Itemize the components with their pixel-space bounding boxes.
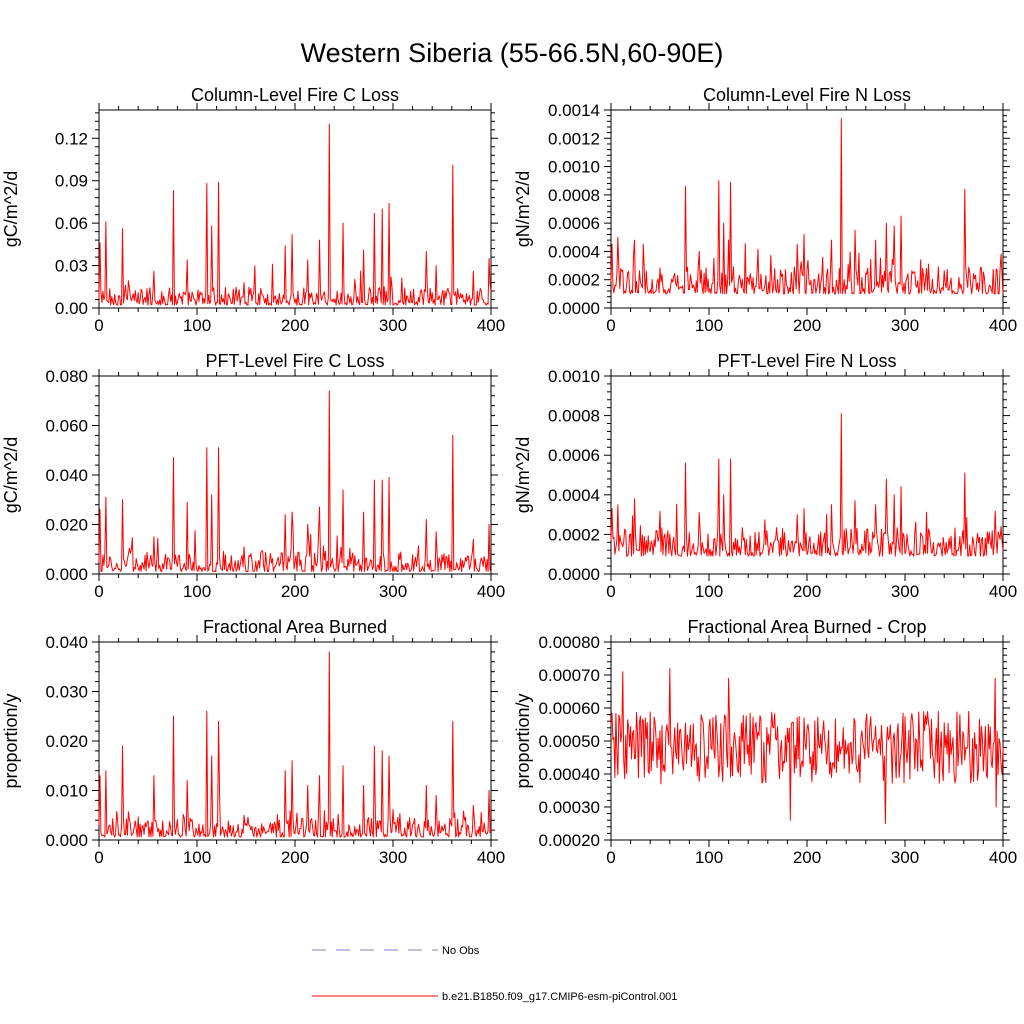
series-line-model bbox=[610, 667, 1004, 824]
legend-label-model: b.e21.B1850.f09_g17.CMIP6-esm-piControl.… bbox=[442, 991, 677, 1003]
x-tick-label: 200 bbox=[793, 582, 821, 601]
y-axis-label: proportion/y bbox=[513, 693, 533, 788]
chart-panel-p1: 0 100 200 300 400 0.00 0.03 0.06 0.09 0.12 Column-… bbox=[1, 85, 505, 335]
panel-title: Column-Level Fire N Loss bbox=[703, 85, 911, 105]
y-axis-label: gN/m^2/d bbox=[513, 437, 533, 513]
y-tick-label: 0.00020 bbox=[539, 831, 600, 850]
y-axis-label: gC/m^2/d bbox=[1, 171, 21, 247]
figure-title: Western Siberia (55-66.5N,60-90E) bbox=[301, 38, 724, 68]
x-tick-label: 200 bbox=[281, 848, 309, 867]
y-tick-label: 0.0004 bbox=[548, 242, 600, 261]
panel-title: PFT-Level Fire C Loss bbox=[205, 351, 384, 371]
y-tick-label: 0.020 bbox=[45, 732, 88, 751]
y-tick-label: 0.00050 bbox=[539, 732, 600, 751]
y-tick-label: 0.010 bbox=[45, 782, 88, 801]
y-tick-label: 0.0000 bbox=[548, 565, 600, 584]
y-tick-label: 0.12 bbox=[55, 129, 88, 148]
y-axis-label: proportion/y bbox=[1, 693, 21, 788]
y-tick-label: 0.080 bbox=[45, 367, 88, 386]
x-tick-label: 100 bbox=[183, 582, 211, 601]
y-tick-label: 0.00070 bbox=[539, 666, 600, 685]
x-tick-label: 400 bbox=[477, 848, 505, 867]
chart-panel-p2: 0 100 200 300 400 0.0000 0.0002 0.0004 0.0006 0.0… bbox=[513, 85, 1017, 335]
y-tick-label: 0.00 bbox=[55, 299, 88, 318]
x-tick-label: 200 bbox=[281, 316, 309, 335]
x-tick-label: 0 bbox=[94, 316, 103, 335]
x-tick-label: 400 bbox=[477, 316, 505, 335]
y-tick-label: 0.060 bbox=[45, 417, 88, 436]
y-tick-label: 0.00060 bbox=[539, 699, 600, 718]
x-tick-label: 400 bbox=[989, 316, 1017, 335]
x-tick-label: 300 bbox=[379, 582, 407, 601]
plot-frame bbox=[98, 641, 492, 841]
chart-panel-p5: 0 100 200 300 400 0.000 0.010 0.020 0.030 0.040 Fr… bbox=[1, 617, 505, 867]
y-tick-label: 0.0000 bbox=[548, 299, 600, 318]
panel-title: Fractional Area Burned bbox=[203, 617, 387, 637]
panel-title: PFT-Level Fire N Loss bbox=[717, 351, 896, 371]
series-line-model bbox=[610, 117, 1004, 295]
series-line-model bbox=[98, 123, 492, 306]
x-tick-label: 200 bbox=[793, 316, 821, 335]
legend: No Obs b.e21.B1850.f09_g17.CMIP6-esm-piC… bbox=[312, 945, 677, 1003]
y-axis-label: gC/m^2/d bbox=[1, 437, 21, 513]
y-tick-label: 0.0012 bbox=[548, 129, 600, 148]
y-axis-label: gN/m^2/d bbox=[513, 171, 533, 247]
y-tick-label: 0.0002 bbox=[548, 271, 600, 290]
y-tick-label: 0.040 bbox=[45, 466, 88, 485]
x-tick-label: 100 bbox=[183, 848, 211, 867]
x-tick-label: 0 bbox=[606, 582, 615, 601]
x-tick-label: 300 bbox=[891, 582, 919, 601]
y-tick-label: 0.030 bbox=[45, 683, 88, 702]
x-tick-label: 100 bbox=[183, 316, 211, 335]
chart-panel-p4: 0 100 200 300 400 0.0000 0.0002 0.0004 0.0006 0.0… bbox=[513, 351, 1017, 601]
y-tick-label: 0.00080 bbox=[539, 633, 600, 652]
chart-panels: 0 100 200 300 400 0.00 0.03 0.06 0.09 0.12 Column-… bbox=[1, 85, 1017, 867]
legend-label-no-obs: No Obs bbox=[442, 945, 480, 957]
y-tick-label: 0.0006 bbox=[548, 446, 600, 465]
y-tick-label: 0.0006 bbox=[548, 214, 600, 233]
x-tick-label: 0 bbox=[94, 848, 103, 867]
y-tick-label: 0.0002 bbox=[548, 525, 600, 544]
chart-panel-p6: 0 100 200 300 400 0.00020 0.00030 0.00040 0.0005… bbox=[513, 617, 1017, 867]
y-tick-label: 0.0008 bbox=[548, 407, 600, 426]
x-tick-label: 300 bbox=[379, 848, 407, 867]
y-tick-label: 0.020 bbox=[45, 516, 88, 535]
series-line-model bbox=[98, 390, 492, 573]
y-tick-label: 0.00030 bbox=[539, 798, 600, 817]
y-tick-label: 0.0010 bbox=[548, 367, 600, 386]
x-tick-label: 100 bbox=[695, 582, 723, 601]
x-tick-label: 200 bbox=[281, 582, 309, 601]
x-tick-label: 0 bbox=[606, 316, 615, 335]
x-tick-label: 400 bbox=[989, 582, 1017, 601]
y-tick-label: 0.0010 bbox=[548, 158, 600, 177]
series-line-model bbox=[98, 651, 492, 838]
panel-title: Column-Level Fire C Loss bbox=[191, 85, 399, 105]
x-tick-label: 100 bbox=[695, 848, 723, 867]
y-tick-label: 0.0008 bbox=[548, 186, 600, 205]
y-tick-label: 0.00040 bbox=[539, 765, 600, 784]
y-tick-label: 0.06 bbox=[55, 214, 88, 233]
y-tick-label: 0.000 bbox=[45, 831, 88, 850]
y-tick-label: 0.03 bbox=[55, 257, 88, 276]
x-tick-label: 200 bbox=[793, 848, 821, 867]
y-tick-label: 0.000 bbox=[45, 565, 88, 584]
y-tick-label: 0.040 bbox=[45, 633, 88, 652]
x-tick-label: 0 bbox=[606, 848, 615, 867]
x-tick-label: 100 bbox=[695, 316, 723, 335]
series-line-model bbox=[610, 413, 1004, 557]
chart-panel-p3: 0 100 200 300 400 0.000 0.020 0.040 0.060 0.080 PF… bbox=[1, 351, 505, 601]
y-tick-label: 0.0014 bbox=[548, 101, 600, 120]
x-tick-label: 300 bbox=[891, 848, 919, 867]
x-tick-label: 400 bbox=[477, 582, 505, 601]
x-tick-label: 0 bbox=[94, 582, 103, 601]
y-tick-label: 0.0004 bbox=[548, 486, 600, 505]
panel-title: Fractional Area Burned - Crop bbox=[687, 617, 926, 637]
x-tick-label: 400 bbox=[989, 848, 1017, 867]
plot-frame bbox=[98, 109, 492, 309]
x-tick-label: 300 bbox=[379, 316, 407, 335]
y-tick-label: 0.09 bbox=[55, 172, 88, 191]
x-tick-label: 300 bbox=[891, 316, 919, 335]
